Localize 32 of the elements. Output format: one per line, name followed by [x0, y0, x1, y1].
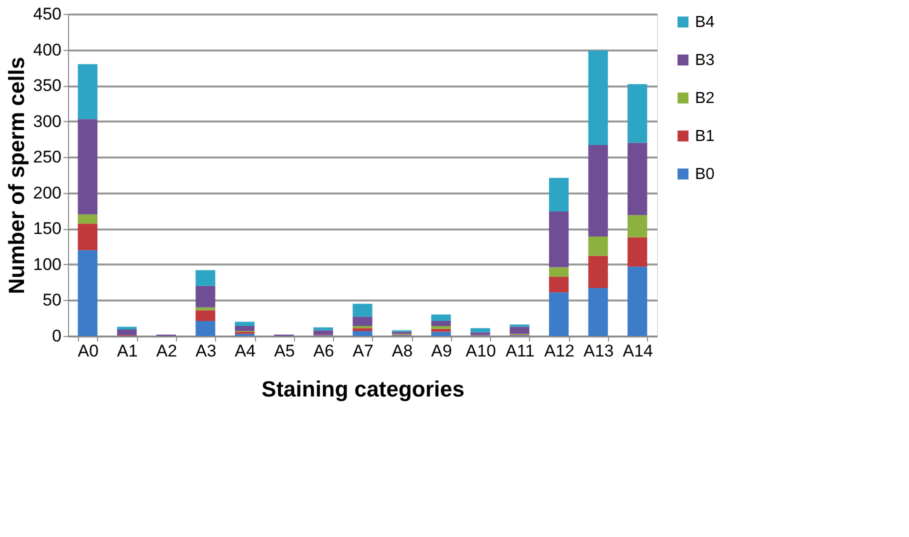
y-tick-label: 0	[52, 326, 62, 346]
y-tick-label: 250	[33, 148, 62, 167]
x-tick-label: A4	[234, 342, 256, 360]
x-tick-label: A0	[78, 342, 99, 360]
x-tick-label: A1	[117, 342, 138, 360]
y-tick-label: 150	[33, 219, 62, 238]
legend-label: B2	[695, 90, 715, 107]
x-tick-label: A2	[156, 342, 178, 360]
x-tick-label: A5	[274, 342, 295, 360]
legend-label: B1	[695, 128, 715, 145]
x-tick-label: A10	[466, 342, 496, 360]
x-tick-label: A12	[544, 342, 574, 360]
x-tick-label: A13	[583, 342, 614, 360]
y-axis-title: Number of sperm cells	[4, 56, 30, 294]
y-tick-label: 200	[33, 183, 62, 202]
y-tick-label: 450	[33, 4, 62, 24]
legend-label: B3	[695, 52, 715, 69]
y-tick-label: 350	[33, 76, 62, 96]
y-tick-label: 100	[33, 254, 62, 274]
x-tick-label: A3	[196, 342, 216, 360]
y-tick-label: 400	[33, 40, 62, 60]
x-tick-label: A6	[313, 342, 334, 360]
x-tick-label: A14	[622, 342, 653, 360]
x-tick-label: A7	[352, 342, 374, 360]
x-axis-title: Staining categories	[262, 376, 464, 402]
y-tick-label: 50	[42, 290, 62, 310]
y-tick-label: 300	[33, 112, 62, 131]
x-tick-label: A8	[392, 342, 413, 360]
legend-label: B0	[695, 166, 715, 183]
x-tick-label: A9	[431, 342, 452, 360]
legend-label: B4	[695, 14, 715, 31]
x-tick-label: A11	[506, 342, 535, 360]
